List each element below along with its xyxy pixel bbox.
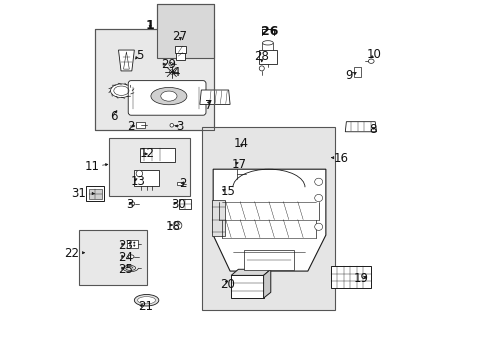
Bar	[244, 250, 294, 270]
Bar	[176, 53, 184, 60]
FancyBboxPatch shape	[128, 81, 205, 115]
Text: 23: 23	[118, 239, 132, 252]
Ellipse shape	[133, 242, 135, 243]
Text: 21: 21	[138, 300, 153, 313]
Bar	[136, 122, 145, 128]
Ellipse shape	[128, 255, 134, 258]
Bar	[79, 230, 146, 285]
Bar	[86, 186, 103, 201]
Ellipse shape	[137, 297, 155, 304]
Bar	[177, 182, 182, 185]
Text: 25: 25	[118, 263, 132, 276]
Polygon shape	[231, 275, 263, 298]
Text: 26: 26	[261, 25, 278, 38]
Polygon shape	[200, 90, 230, 104]
Bar	[140, 148, 174, 162]
Polygon shape	[231, 269, 270, 275]
Ellipse shape	[314, 223, 322, 230]
Ellipse shape	[151, 87, 186, 105]
Bar	[262, 43, 273, 50]
Ellipse shape	[161, 91, 177, 101]
Text: 30: 30	[171, 198, 185, 211]
Text: 17: 17	[231, 158, 246, 171]
Text: 15: 15	[221, 185, 236, 198]
Text: 19: 19	[353, 273, 368, 285]
Text: 6: 6	[110, 111, 118, 123]
Text: 20: 20	[220, 278, 234, 291]
Ellipse shape	[129, 245, 130, 246]
Bar	[88, 189, 102, 199]
Ellipse shape	[170, 123, 173, 127]
Bar	[95, 29, 213, 130]
Text: 7: 7	[204, 99, 212, 112]
Text: 11: 11	[84, 160, 100, 173]
Ellipse shape	[131, 202, 134, 206]
Bar	[202, 127, 335, 310]
Text: 27: 27	[172, 30, 187, 42]
Bar	[179, 199, 190, 209]
Ellipse shape	[367, 59, 373, 63]
Ellipse shape	[129, 242, 130, 243]
Text: 13: 13	[131, 175, 146, 188]
Bar	[126, 240, 137, 248]
Text: 3: 3	[125, 198, 133, 211]
Text: 3: 3	[176, 120, 183, 133]
Polygon shape	[345, 122, 376, 132]
Ellipse shape	[168, 62, 172, 66]
Text: 28: 28	[254, 50, 269, 63]
Text: 8: 8	[369, 123, 376, 136]
Polygon shape	[213, 169, 325, 271]
Text: 18: 18	[166, 220, 181, 233]
Ellipse shape	[314, 194, 322, 202]
Text: 9: 9	[345, 69, 352, 82]
Bar	[354, 67, 361, 77]
Text: 14: 14	[233, 137, 248, 150]
Bar	[212, 200, 224, 236]
Text: 5: 5	[136, 49, 143, 62]
Ellipse shape	[174, 221, 182, 229]
Ellipse shape	[133, 245, 135, 246]
Text: 31: 31	[71, 187, 86, 200]
Polygon shape	[118, 50, 134, 71]
Text: 22: 22	[64, 247, 79, 260]
Text: 10: 10	[366, 48, 381, 61]
Ellipse shape	[314, 178, 322, 185]
Ellipse shape	[259, 66, 264, 71]
Text: 4: 4	[172, 66, 179, 78]
Polygon shape	[263, 269, 270, 298]
Text: 16: 16	[333, 152, 348, 165]
Ellipse shape	[169, 70, 174, 74]
Text: 2: 2	[178, 177, 186, 190]
Text: 29: 29	[161, 58, 176, 71]
Bar	[258, 50, 276, 64]
Text: 12: 12	[140, 147, 155, 159]
Bar	[174, 46, 186, 53]
Text: 1: 1	[145, 19, 154, 32]
Ellipse shape	[134, 294, 159, 306]
Bar	[134, 170, 159, 186]
Bar	[330, 266, 370, 288]
Bar	[109, 138, 190, 196]
Ellipse shape	[136, 170, 142, 177]
Ellipse shape	[110, 84, 132, 98]
Text: 24: 24	[118, 251, 133, 264]
Bar	[157, 4, 213, 58]
Text: 2: 2	[127, 120, 135, 133]
Ellipse shape	[262, 41, 273, 45]
